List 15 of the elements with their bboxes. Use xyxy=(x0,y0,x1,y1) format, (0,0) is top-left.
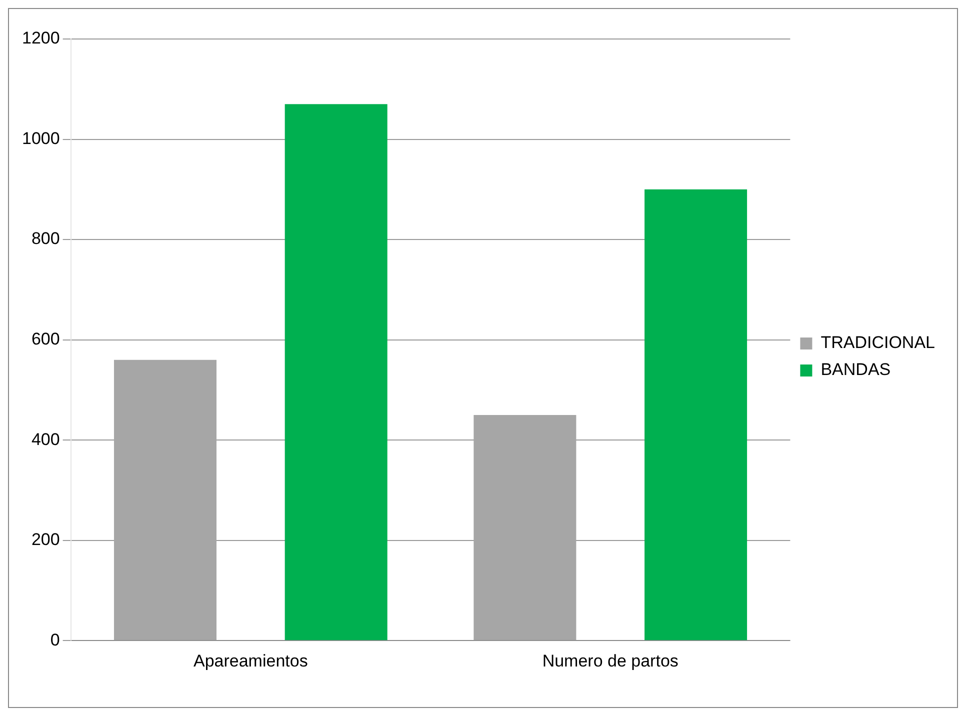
bar xyxy=(114,360,216,640)
y-tick-label: 1000 xyxy=(22,128,60,148)
bar xyxy=(474,415,576,640)
x-tick-label: Apareamientos xyxy=(193,651,308,670)
legend-label: TRADICIONAL xyxy=(820,333,936,352)
y-tick-label: 600 xyxy=(31,329,60,348)
y-tick-label: 0 xyxy=(50,630,60,650)
y-tick-label: 1200 xyxy=(22,28,60,48)
y-tick-label: 800 xyxy=(31,229,60,248)
x-tick-label: Numero de partos xyxy=(542,651,678,670)
y-tick-label: 400 xyxy=(31,430,60,449)
bar xyxy=(644,189,748,640)
bar xyxy=(284,104,388,640)
legend-label: BANDAS xyxy=(820,360,891,380)
y-tick-label: 200 xyxy=(31,530,60,550)
